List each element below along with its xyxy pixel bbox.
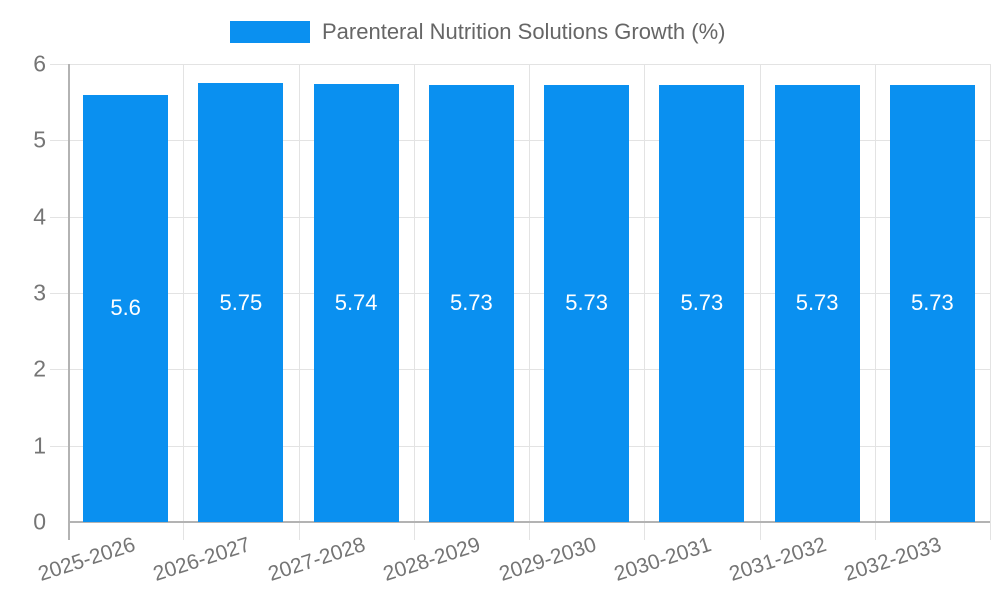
bar-value-label: 5.75 xyxy=(219,289,263,315)
x-tick-label: 2032-2033 xyxy=(841,533,945,586)
x-tick-label: 2029-2030 xyxy=(496,533,599,586)
gridline-vertical xyxy=(990,64,991,540)
gridline-vertical xyxy=(183,64,185,540)
bar[interactable]: 5.74 xyxy=(313,83,399,522)
gridline-vertical xyxy=(413,64,415,540)
bar-value-label: 5.6 xyxy=(110,295,141,321)
bar-value-label: 5.73 xyxy=(449,290,493,316)
gridline-horizontal xyxy=(50,64,990,65)
y-tick-label: 4 xyxy=(33,203,46,230)
y-tick-label: 3 xyxy=(33,279,46,306)
gridline-vertical xyxy=(644,64,646,540)
bar-value-label: 5.74 xyxy=(334,289,378,315)
y-tick-label: 2 xyxy=(33,355,46,382)
bar-value-label: 5.73 xyxy=(680,290,724,316)
y-tick-label: 5 xyxy=(33,126,46,153)
gridline-vertical xyxy=(529,64,530,540)
x-tick-label: 2031-2032 xyxy=(726,533,830,586)
bar[interactable]: 5.75 xyxy=(198,83,284,522)
x-axis-line xyxy=(68,521,990,523)
bar-value-label: 5.73 xyxy=(910,290,954,316)
gridline-horizontal xyxy=(50,293,990,294)
gridline-vertical xyxy=(759,64,761,540)
bar[interactable]: 5.73 xyxy=(544,84,630,522)
legend-label: Parenteral Nutrition Solutions Growth (%… xyxy=(322,19,726,44)
bar[interactable]: 5.73 xyxy=(428,84,514,522)
y-tick-label: 6 xyxy=(33,50,46,77)
chart-legend-item[interactable]: Parenteral Nutrition Solutions Growth (%… xyxy=(230,17,726,47)
x-tick-label: 2030-2031 xyxy=(611,533,714,586)
bar[interactable]: 5.73 xyxy=(659,84,745,522)
bar[interactable]: 5.6 xyxy=(83,94,169,522)
gridline-horizontal xyxy=(50,216,990,218)
bar[interactable]: 5.73 xyxy=(889,84,975,522)
bar-value-label: 5.73 xyxy=(795,290,839,316)
y-tick-label: 1 xyxy=(33,432,46,459)
x-tick-label: 2025-2026 xyxy=(35,533,138,586)
x-tick-label: 2027-2028 xyxy=(265,533,369,586)
gridline-horizontal xyxy=(50,445,990,447)
x-tick-label: 2026-2027 xyxy=(150,533,253,586)
x-tick-label: 2028-2029 xyxy=(380,533,484,586)
gridline-horizontal xyxy=(50,369,990,371)
gridline-vertical xyxy=(298,64,300,540)
bar[interactable]: 5.73 xyxy=(774,84,860,522)
y-axis-line xyxy=(68,64,70,540)
y-tick-label: 0 xyxy=(33,508,46,535)
bar-value-label: 5.73 xyxy=(565,290,609,316)
legend-swatch xyxy=(230,21,310,43)
gridline-horizontal xyxy=(50,140,990,142)
gridline-vertical xyxy=(874,64,876,540)
